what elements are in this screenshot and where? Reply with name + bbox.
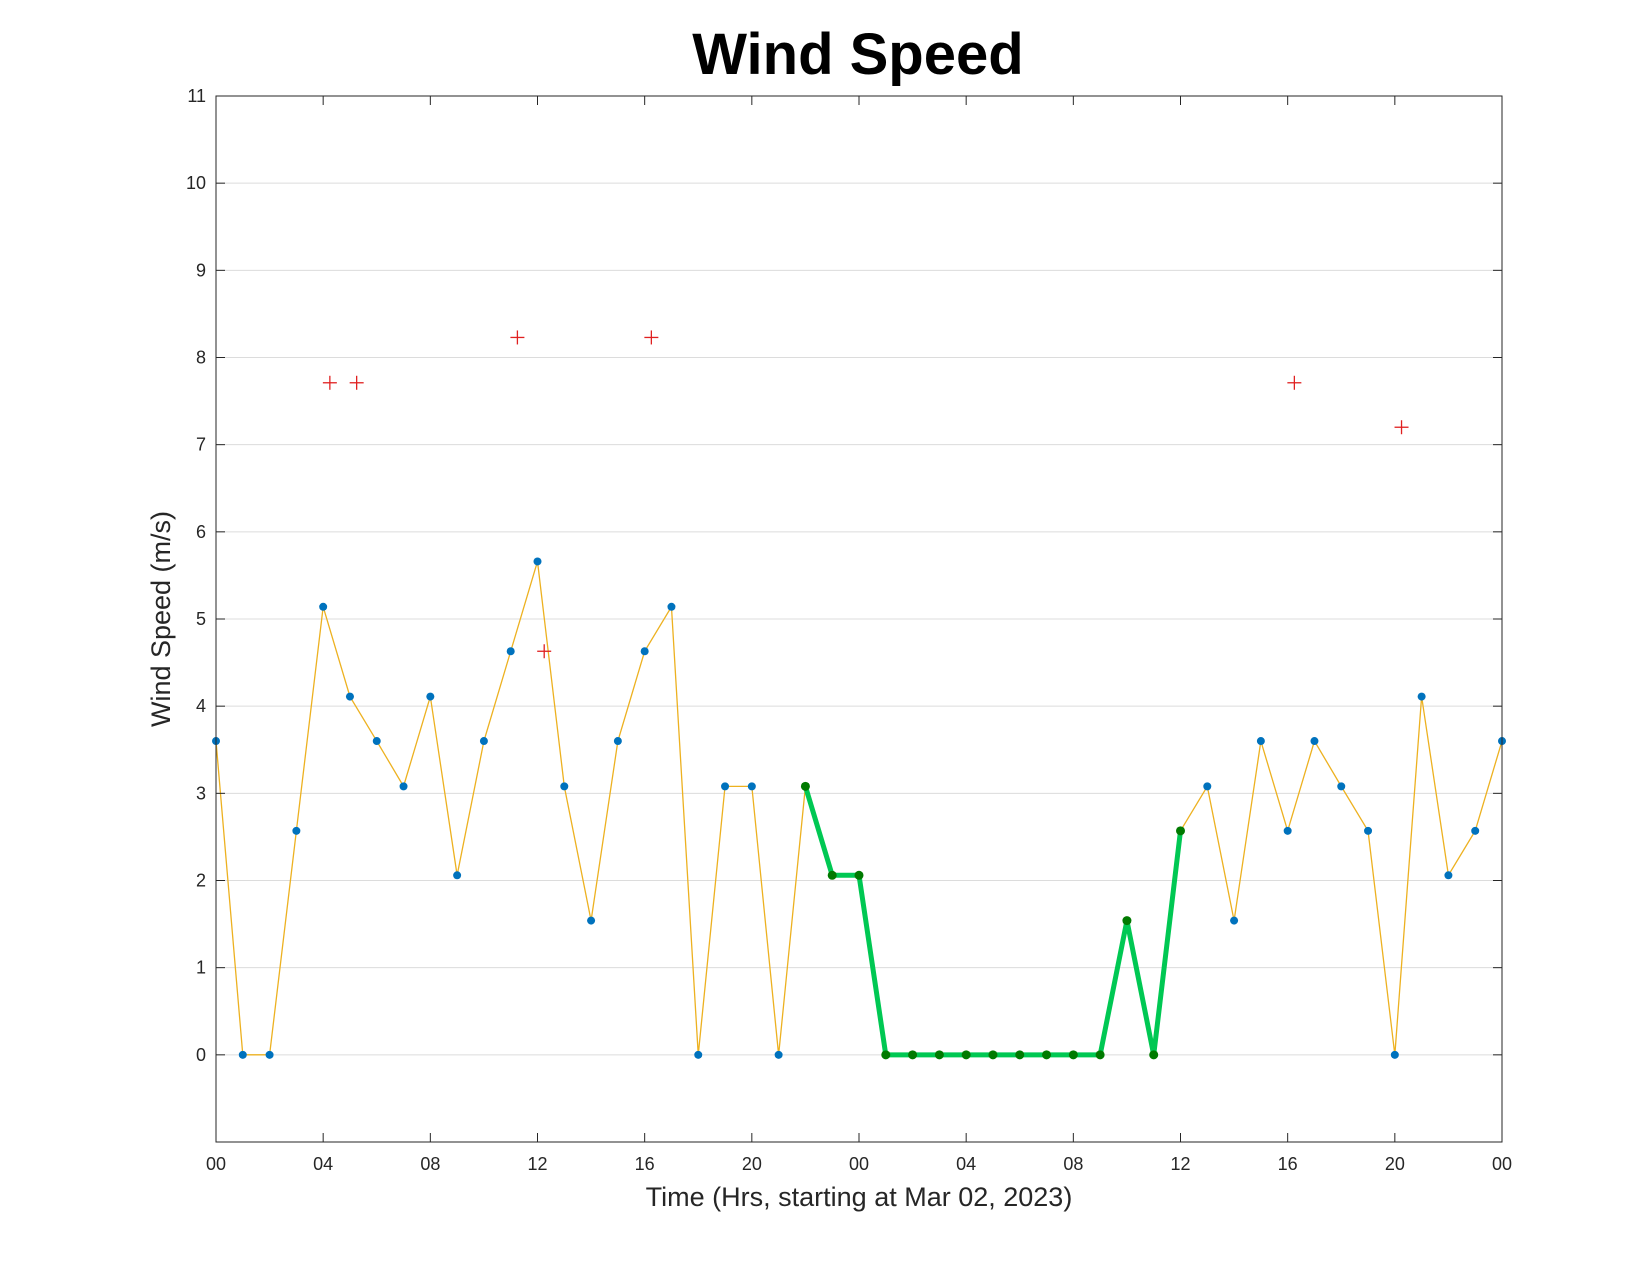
data-point xyxy=(1337,782,1346,791)
data-point xyxy=(1444,871,1453,880)
x-tick-label: 20 xyxy=(742,1154,762,1174)
plus-marker xyxy=(1287,375,1302,390)
y-tick-label: 9 xyxy=(196,260,206,280)
highlight-point xyxy=(961,1050,971,1060)
x-tick-label: 04 xyxy=(313,1154,333,1174)
data-point xyxy=(345,692,354,701)
data-point xyxy=(1230,916,1239,925)
data-point xyxy=(372,737,381,746)
y-tick-label: 11 xyxy=(187,86,206,106)
y-axis-label: Wind Speed (m/s) xyxy=(146,511,176,727)
gridlines xyxy=(216,95,1502,1056)
data-point xyxy=(587,916,596,925)
y-tick-label: 4 xyxy=(196,696,206,716)
data-point xyxy=(1471,826,1480,835)
data-point xyxy=(426,692,435,701)
chart-title: Wind Speed xyxy=(692,22,1023,87)
data-point xyxy=(613,737,622,746)
data-point xyxy=(694,1050,703,1059)
highlight-point xyxy=(1042,1050,1052,1060)
highlight-point xyxy=(908,1050,918,1060)
series-line xyxy=(215,561,1503,1056)
data-point xyxy=(533,557,542,566)
y-tick-label: 1 xyxy=(196,958,206,978)
data-point xyxy=(1310,737,1319,746)
data-point xyxy=(1283,826,1292,835)
highlight-point xyxy=(800,781,810,791)
data-point xyxy=(774,1050,783,1059)
y-tick-label: 5 xyxy=(196,609,206,629)
highlight-point xyxy=(1176,826,1185,836)
y-tick-label: 3 xyxy=(196,783,206,803)
highlight-point xyxy=(1095,1050,1105,1060)
plus-marker xyxy=(1394,420,1409,435)
highlight-point xyxy=(1149,1050,1159,1060)
y-tick-label: 6 xyxy=(196,522,206,542)
data-point xyxy=(453,871,462,880)
x-tick-label: 00 xyxy=(849,1154,869,1174)
data-point xyxy=(1364,826,1373,835)
x-axis-label: Time (Hrs, starting at Mar 02, 2023) xyxy=(646,1182,1073,1212)
data-point xyxy=(1256,737,1265,746)
y-tick-label: 0 xyxy=(196,1045,206,1065)
data-point xyxy=(292,826,301,835)
plus-marker xyxy=(322,375,337,390)
y-tick-label: 8 xyxy=(196,348,206,368)
highlight-point xyxy=(1015,1050,1025,1060)
highlight-point xyxy=(881,1050,891,1060)
x-tick-label: 08 xyxy=(420,1154,440,1174)
data-point xyxy=(1417,692,1426,701)
x-tick-label: 08 xyxy=(1063,1154,1083,1174)
x-tick-label: 00 xyxy=(206,1154,226,1174)
x-tick-label: 16 xyxy=(635,1154,655,1174)
data-point xyxy=(265,1050,274,1059)
highlight-point xyxy=(934,1050,944,1060)
data-point xyxy=(238,1050,247,1059)
data-point xyxy=(399,782,408,791)
x-tick-label: 16 xyxy=(1278,1154,1298,1174)
highlight-point xyxy=(827,870,837,880)
x-tick-label: 20 xyxy=(1385,1154,1405,1174)
data-point xyxy=(667,602,676,611)
data-point xyxy=(1390,1050,1399,1059)
x-tick-label: 12 xyxy=(527,1154,547,1174)
plus-marker xyxy=(537,644,552,659)
data-series xyxy=(212,330,1506,1060)
data-point xyxy=(319,602,328,611)
data-point xyxy=(560,782,569,791)
y-tick-label: 7 xyxy=(196,435,206,455)
highlight-point xyxy=(1068,1050,1078,1060)
data-point xyxy=(479,737,488,746)
y-tick-label: 10 xyxy=(186,173,206,193)
data-point xyxy=(506,647,515,656)
data-point xyxy=(721,782,730,791)
highlight-point xyxy=(988,1050,998,1060)
x-tick-label: 00 xyxy=(1492,1154,1512,1174)
plus-marker xyxy=(349,375,364,390)
data-point xyxy=(1203,782,1212,791)
plus-marker xyxy=(510,330,525,345)
highlight-point xyxy=(854,870,864,880)
plus-marker xyxy=(644,330,659,345)
x-tick-label: 12 xyxy=(1170,1154,1190,1174)
x-tick-label: 04 xyxy=(956,1154,976,1174)
data-point xyxy=(640,647,649,656)
data-point xyxy=(747,782,756,791)
y-tick-label: 2 xyxy=(196,871,206,891)
highlight-point xyxy=(1122,916,1132,926)
